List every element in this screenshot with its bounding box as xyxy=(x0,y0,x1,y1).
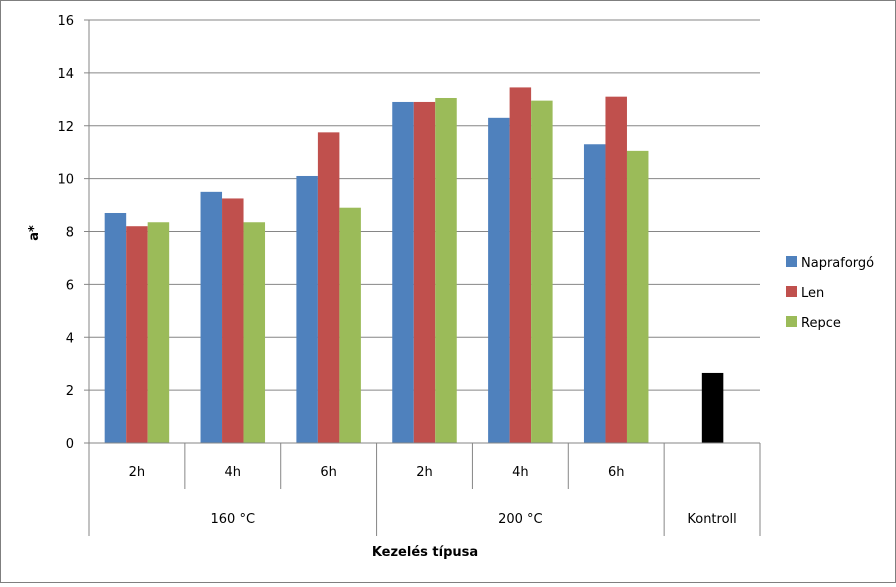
bar-len xyxy=(605,96,627,443)
bar-napraforgó xyxy=(200,191,223,443)
bar-len xyxy=(413,101,436,444)
y-tick-labels: 0 2 4 6 8 10 12 14 16 xyxy=(57,14,74,452)
legend-swatch xyxy=(786,256,797,267)
bars xyxy=(104,87,724,444)
y-tick-label: 12 xyxy=(57,120,74,135)
bar-napraforgó xyxy=(104,212,127,443)
x-group-label: 160 °C xyxy=(211,512,256,527)
bar-len xyxy=(222,198,244,443)
y-tick-label: 2 xyxy=(66,384,74,399)
bar-len xyxy=(317,132,340,443)
x-group-label: 200 °C xyxy=(498,512,543,527)
legend-swatch xyxy=(786,286,797,297)
x-tick-label: 2h xyxy=(416,465,433,480)
legend-label: Napraforgó xyxy=(801,256,874,271)
bar-napraforgó xyxy=(583,144,606,443)
bar-repce xyxy=(339,207,361,443)
bar-len xyxy=(509,87,532,444)
x-group-label: Kontroll xyxy=(687,512,736,527)
legend-swatch xyxy=(786,316,797,327)
y-tick-label: 6 xyxy=(66,278,74,293)
legend-label: Repce xyxy=(801,316,841,331)
bar-napraforgó xyxy=(488,117,510,443)
y-tick-label: 4 xyxy=(66,331,74,346)
y-tick-label: 8 xyxy=(66,226,74,241)
bar-repce xyxy=(531,100,553,444)
legend: Napraforgó Len Repce xyxy=(786,256,874,331)
y-axis-label: a* xyxy=(27,225,42,241)
bar-repce xyxy=(147,222,170,443)
y-tick-label: 14 xyxy=(57,67,74,82)
legend-label: Len xyxy=(801,286,824,301)
bar-napraforgó xyxy=(296,175,318,443)
bar-napraforgó xyxy=(392,101,414,444)
x-tick-label: 4h xyxy=(225,465,242,480)
y-tick-label: 10 xyxy=(57,173,74,188)
bar-kontroll xyxy=(701,372,724,443)
y-tick-label: 0 xyxy=(66,437,74,452)
x-axis-label: Kezelés típusa xyxy=(372,545,478,560)
x-tick-label: 4h xyxy=(512,465,529,480)
bar-repce xyxy=(626,150,649,443)
x-tick-label: 6h xyxy=(608,465,625,480)
bar-repce xyxy=(435,97,457,443)
bar-repce xyxy=(243,222,266,443)
bar-len xyxy=(126,226,148,443)
y-tick-label: 16 xyxy=(57,14,74,29)
x-tick-label: 6h xyxy=(320,465,337,480)
x-axis: 2h 4h 6h 2h 4h 6h 160 °C 200 °C Kontroll xyxy=(88,442,761,536)
x-tick-label: 2h xyxy=(129,465,146,480)
